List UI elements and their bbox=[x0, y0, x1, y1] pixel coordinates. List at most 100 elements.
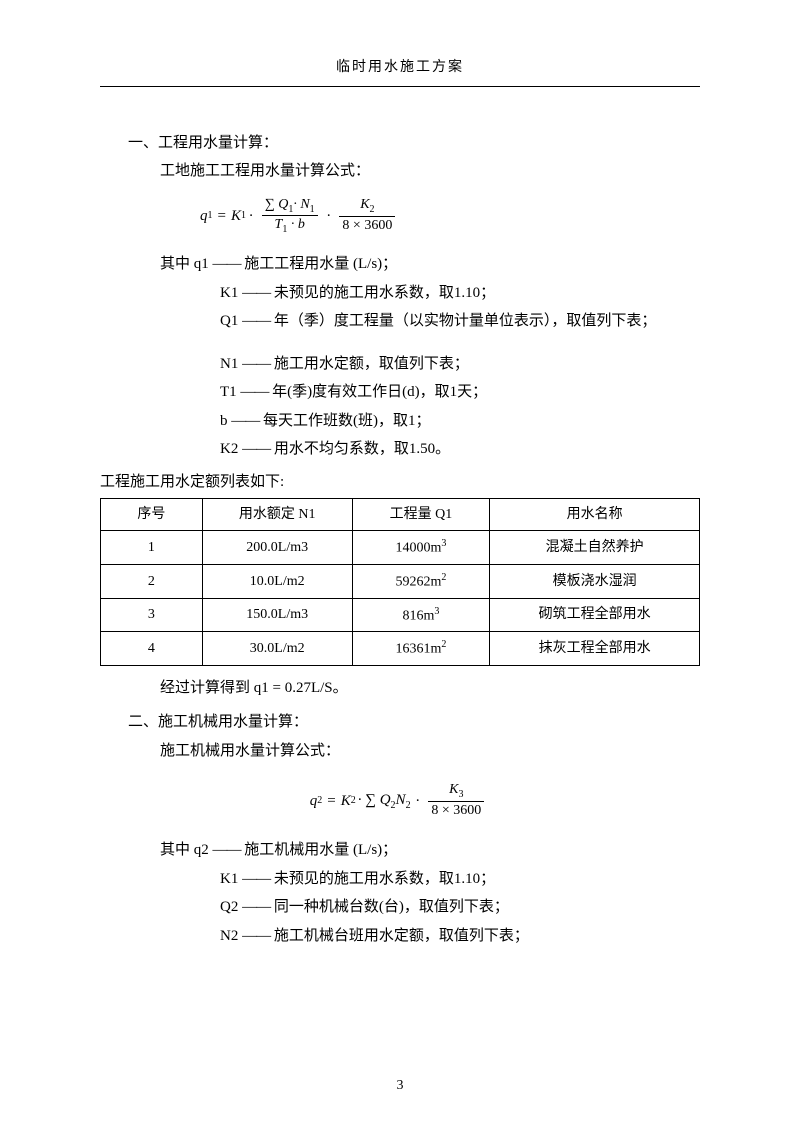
f1-num-b: · N bbox=[293, 197, 309, 212]
f2-mid-s2: 2 bbox=[406, 800, 411, 811]
cell-seq: 4 bbox=[101, 632, 203, 666]
cell-name: 砌筑工程全部用水 bbox=[490, 598, 700, 632]
def-K2-label: K2 bbox=[220, 441, 238, 457]
f1-num-a: ∑ Q bbox=[265, 197, 289, 212]
table-row: 430.0L/m216361m2抹灰工程全部用水 bbox=[101, 632, 700, 666]
table-row: 1200.0L/m314000m3混凝土自然养护 bbox=[101, 531, 700, 565]
def2-Q2-label: Q2 bbox=[220, 899, 238, 915]
f1-den-b: · b bbox=[291, 217, 305, 232]
water-quota-table: 序号 用水额定 N1 工程量 Q1 用水名称 1200.0L/m314000m3… bbox=[100, 498, 700, 666]
def2-N2: N2 —— 施工机械台班用水定额，取值列下表； bbox=[100, 922, 700, 951]
def-K2-text: 用水不均匀系数，取1.50。 bbox=[274, 441, 450, 457]
section-1-title: 一、工程用水量计算： bbox=[100, 129, 700, 158]
cell-seq: 1 bbox=[101, 531, 203, 565]
def-Q1-label: Q1 bbox=[220, 313, 238, 329]
cell-qty: 14000m3 bbox=[352, 531, 490, 565]
def2-q2-text: 施工机械用水量 (L/s)； bbox=[244, 842, 397, 858]
def-N1-label: N1 bbox=[220, 356, 238, 372]
def2-N2-text: 施工机械台班用水定额，取值列下表； bbox=[274, 928, 529, 944]
f1-num-s2: 1 bbox=[310, 203, 315, 214]
def-K2: K2 —— 用水不均匀系数，取1.50。 bbox=[100, 435, 700, 464]
f2-k1: K bbox=[341, 787, 351, 816]
f2-lhs-sub: 2 bbox=[317, 791, 322, 810]
f1-k2-sub: 2 bbox=[370, 204, 375, 215]
f1-lhs: q bbox=[200, 202, 208, 231]
f1-k1-sub: 1 bbox=[241, 206, 246, 225]
table-intro: 工程施工用水定额列表如下: bbox=[100, 468, 700, 497]
def2-K1: K1 —— 未预见的施工用水系数，取1.10； bbox=[100, 865, 700, 894]
header-title: 临时用水施工方案 bbox=[336, 60, 464, 75]
page-header: 临时用水施工方案 bbox=[100, 55, 700, 87]
f1-denom2: 8 × 3600 bbox=[339, 217, 395, 235]
def2-K1-label: K1 bbox=[220, 871, 238, 887]
section-2-title: 二、施工机械用水量计算： bbox=[100, 708, 700, 737]
def2-q2: 其中 q2 —— 施工机械用水量 (L/s)； bbox=[100, 836, 700, 865]
def-b-text: 每天工作班数(班)，取1； bbox=[263, 413, 431, 429]
dash-icon: —— bbox=[242, 435, 270, 464]
table-col-1: 序号 bbox=[101, 499, 203, 531]
dash-icon: —— bbox=[242, 893, 270, 922]
table-col-4: 用水名称 bbox=[490, 499, 700, 531]
cell-seq: 3 bbox=[101, 598, 203, 632]
cell-quota: 150.0L/m3 bbox=[202, 598, 352, 632]
f2-denom: 8 × 3600 bbox=[428, 802, 484, 820]
def-Q1-text: 年（季）度工程量（以实物计量单位表示），取值列下表； bbox=[274, 313, 657, 329]
def-q1-text: 施工工程用水量 (L/s)； bbox=[244, 256, 397, 272]
cell-seq: 2 bbox=[101, 564, 203, 598]
dash-icon: —— bbox=[242, 350, 270, 379]
f2-k1-sub: 2 bbox=[351, 791, 356, 810]
def-T1-label: T1 bbox=[220, 384, 237, 400]
formula-1: q1 = K1 · ∑ Q1· N1 T1 · b · K2 8 × 3600 bbox=[100, 196, 700, 237]
def2-N2-label: N2 bbox=[220, 928, 238, 944]
section-1-result: 经过计算得到 q1 = 0.27L/S。 bbox=[100, 674, 700, 703]
cell-quota: 30.0L/m2 bbox=[202, 632, 352, 666]
f2-mid: · ∑ Q bbox=[358, 792, 391, 808]
cell-quota: 200.0L/m3 bbox=[202, 531, 352, 565]
table-col-2: 用水额定 N1 bbox=[202, 499, 352, 531]
def2-Q2-text: 同一种机械台数(台)，取值列下表； bbox=[274, 899, 509, 915]
cell-qty: 16361m2 bbox=[352, 632, 490, 666]
dash-icon: —— bbox=[242, 865, 270, 894]
def2-Q2: Q2 —— 同一种机械台数(台)，取值列下表； bbox=[100, 893, 700, 922]
table-header-row: 序号 用水额定 N1 工程量 Q1 用水名称 bbox=[101, 499, 700, 531]
f2-mid-n: N bbox=[396, 792, 406, 808]
cell-name: 模板浇水湿润 bbox=[490, 564, 700, 598]
f1-k2: K bbox=[360, 197, 369, 212]
def-N1: N1 —— 施工用水定额，取值列下表； bbox=[100, 350, 700, 379]
def-N1-text: 施工用水定额，取值列下表； bbox=[274, 356, 469, 372]
page-number: 3 bbox=[0, 1073, 800, 1100]
f2-lhs: q bbox=[310, 787, 318, 816]
def2-q2-label: 其中 q2 bbox=[160, 842, 209, 858]
blank-line bbox=[100, 336, 700, 350]
def-T1-text: 年(季)度有效工作日(d)，取1天； bbox=[272, 384, 487, 400]
def-Q1: Q1 —— 年（季）度工程量（以实物计量单位表示），取值列下表； bbox=[100, 307, 700, 336]
f2-k3-sub: 3 bbox=[458, 789, 463, 800]
dash-icon: —— bbox=[231, 407, 259, 436]
dash-icon: —— bbox=[240, 378, 268, 407]
table-row: 3150.0L/m3816m3砌筑工程全部用水 bbox=[101, 598, 700, 632]
cell-qty: 59262m2 bbox=[352, 564, 490, 598]
def-b-label: b bbox=[220, 413, 231, 429]
dash-icon: —— bbox=[242, 922, 270, 951]
formula-2: q2 = K2 · ∑ Q2N2 · K3 8 × 3600 bbox=[100, 781, 700, 820]
document-page: 临时用水施工方案 一、工程用水量计算： 工地施工工程用水量计算公式： q1 = … bbox=[0, 0, 800, 1132]
cell-name: 抹灰工程全部用水 bbox=[490, 632, 700, 666]
cell-qty: 816m3 bbox=[352, 598, 490, 632]
dash-icon: —— bbox=[213, 836, 241, 865]
cell-quota: 10.0L/m2 bbox=[202, 564, 352, 598]
table-row: 210.0L/m259262m2模板浇水湿润 bbox=[101, 564, 700, 598]
def-T1: T1 —— 年(季)度有效工作日(d)，取1天； bbox=[100, 378, 700, 407]
dash-icon: —— bbox=[242, 279, 270, 308]
def-K1-label: K1 bbox=[220, 285, 238, 301]
f1-den-s: 1 bbox=[282, 224, 287, 235]
dash-icon: —— bbox=[242, 307, 270, 336]
section-1-subtitle: 工地施工工程用水量计算公式： bbox=[100, 157, 700, 186]
section-2-subtitle: 施工机械用水量计算公式： bbox=[100, 737, 700, 766]
def-q1: 其中 q1 —— 施工工程用水量 (L/s)； bbox=[100, 250, 700, 279]
def-K1: K1 —— 未预见的施工用水系数，取1.10； bbox=[100, 279, 700, 308]
def-b: b —— 每天工作班数(班)，取1； bbox=[100, 407, 700, 436]
f1-k1: K bbox=[231, 202, 241, 231]
def-q1-label: 其中 q1 bbox=[160, 256, 209, 272]
f1-lhs-sub: 1 bbox=[208, 206, 213, 225]
def-K1-text: 未预见的施工用水系数，取1.10； bbox=[274, 285, 495, 301]
